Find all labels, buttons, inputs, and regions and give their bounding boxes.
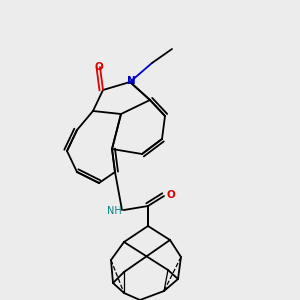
Text: NH: NH — [106, 206, 122, 216]
Text: N: N — [127, 76, 135, 86]
Text: O: O — [167, 190, 176, 200]
Text: O: O — [94, 62, 103, 72]
